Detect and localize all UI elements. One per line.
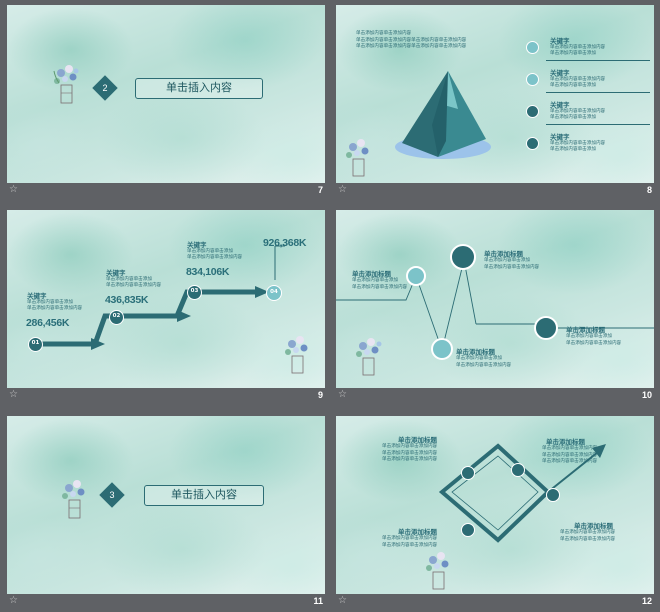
block-text: 单击添加标题 单击添加内容单击添加内容 单击添加内容单击添加内容 单击添加内容单… <box>382 436 438 462</box>
bar-chart-icon <box>546 488 560 502</box>
slide-canvas: 单击添加标题 单击添加内容单击添加 单击添加内容单击添加内容 单击添加标题 单击… <box>336 210 654 388</box>
divider <box>546 124 650 125</box>
chart-icon <box>526 41 539 54</box>
chapter-number: 3 <box>109 490 115 500</box>
list-item: 关键字 单击添加内容单击添加内容 单击添加内容单击添加 <box>516 35 654 65</box>
flower-vase-icon <box>426 552 449 590</box>
step-label: 04 <box>270 289 278 295</box>
item-keyword: 关键字 <box>550 101 570 109</box>
slide-thumbnail-11[interactable]: 3 单击插入内容 ☆ 11 <box>7 416 325 608</box>
building-icon <box>526 137 539 150</box>
slide-thumbnail-8[interactable]: 单击添加内容单击添加内容 单击添加内容单击添加内容单击添加内容单击添加内容 单击… <box>336 5 654 197</box>
step-keyword: 关键字 <box>27 292 47 300</box>
thumbnail-footer: ☆ 11 <box>7 594 325 608</box>
step-marker <box>109 310 124 325</box>
thumbnail-footer: ☆ 12 <box>336 594 654 608</box>
slide-number: 9 <box>317 390 323 400</box>
block-text: 单击添加标题 单击添加内容单击添加内容 单击添加内容单击添加内容 <box>382 528 438 548</box>
thumbnail-footer: ☆ 10 <box>336 388 654 402</box>
slide-canvas: 单击添加标题 单击添加内容单击添加内容 单击添加内容单击添加内容 单击添加内容单… <box>336 416 654 594</box>
node-text: 单击添加标题 单击添加内容单击添加 单击添加内容单击添加内容 <box>566 326 622 346</box>
building-icon <box>534 316 558 340</box>
slide-number: 8 <box>646 185 652 195</box>
slide-canvas: 单击添加内容单击添加内容 单击添加内容单击添加内容单击添加内容单击添加内容 单击… <box>336 5 654 183</box>
flower-vase-icon <box>62 480 85 519</box>
step-marker <box>266 285 282 301</box>
tree-icon <box>461 523 475 537</box>
node-text: 单击添加标题 单击添加内容单击添加 单击添加内容单击添加内容 <box>456 348 512 368</box>
flower-vase-icon <box>53 65 79 104</box>
flower-vase-icon <box>346 139 369 177</box>
image-icon <box>431 338 453 360</box>
list-item: 关键字 单击添加内容单击添加内容 单击添加内容单击添加 <box>516 99 654 129</box>
thumbnail-footer: ☆ 7 <box>7 183 325 197</box>
step-label: 01 <box>31 340 40 346</box>
star-icon[interactable]: ☆ <box>9 595 18 606</box>
step-label: 02 <box>112 313 121 319</box>
star-icon[interactable]: ☆ <box>9 389 18 400</box>
step-value: 286,456K <box>26 317 70 329</box>
step-keyword: 关键字 <box>106 269 126 277</box>
star-icon[interactable]: ☆ <box>338 595 347 606</box>
flower-vase-icon <box>356 338 382 376</box>
step-value: 926,368K <box>263 237 307 249</box>
section-title[interactable]: 单击插入内容 <box>144 485 264 506</box>
settings-icon <box>526 105 539 118</box>
chapter-number: 2 <box>102 83 108 93</box>
slide-canvas: 01 关键字 单击添加内容单击添加 单击添加内容单击添加内容 286,456K … <box>7 210 325 388</box>
thumbnail-footer: ☆ 8 <box>336 183 654 197</box>
slide-thumbnail-12[interactable]: 单击添加标题 单击添加内容单击添加内容 单击添加内容单击添加内容 单击添加内容单… <box>336 416 654 608</box>
slide-number: 11 <box>313 596 323 606</box>
settings-icon <box>406 266 426 286</box>
flower-vase-icon <box>285 336 308 374</box>
slide-thumbnail-7[interactable]: 2 单击插入内容 ☆ 7 <box>7 5 325 197</box>
item-keyword: 关键字 <box>550 37 570 45</box>
slide-thumbnail-10[interactable]: 单击添加标题 单击添加内容单击添加 单击添加内容单击添加内容 单击添加标题 单击… <box>336 210 654 402</box>
thumbnail-footer: ☆ 9 <box>7 388 325 402</box>
diamond-diagram <box>438 443 606 543</box>
item-keyword: 关键字 <box>550 133 570 141</box>
bar-chart-icon <box>450 244 476 270</box>
star-icon[interactable]: ☆ <box>338 184 347 195</box>
node-text: 单击添加标题 单击添加内容单击添加 单击添加内容单击添加内容 <box>352 270 408 290</box>
star-icon[interactable]: ☆ <box>338 389 347 400</box>
divider <box>546 60 650 61</box>
slide-number: 7 <box>317 185 323 195</box>
item-keyword: 关键字 <box>550 69 570 77</box>
step-marker <box>187 285 202 300</box>
block-text: 单击添加标题 单击添加内容单击添加内容 单击添加内容单击添加内容 <box>560 522 616 542</box>
image-icon <box>511 463 525 477</box>
step-keyword: 关键字 <box>187 241 207 249</box>
block-text: 单击添加标题 单击添加内容单击添加内容 单击添加内容单击添加内容 单击添加内容单… <box>542 438 598 464</box>
step-value: 436,835K <box>105 294 149 306</box>
slide-thumbnail-9[interactable]: 01 关键字 单击添加内容单击添加 单击添加内容单击添加内容 286,456K … <box>7 210 325 402</box>
slide-canvas: 2 单击插入内容 <box>7 5 325 183</box>
section-title[interactable]: 单击插入内容 <box>135 78 263 99</box>
step-label: 03 <box>190 288 199 294</box>
slide-number: 10 <box>641 390 652 400</box>
intro-text: 单击添加内容单击添加内容 单击添加内容单击添加内容单击添加内容单击添加内容 单击… <box>356 31 467 49</box>
monitor-icon <box>526 73 539 86</box>
settings-icon <box>461 466 475 480</box>
slide-canvas: 3 单击插入内容 <box>7 416 325 594</box>
slide-number: 12 <box>641 596 652 606</box>
list-item: 关键字 单击添加内容单击添加内容 单击添加内容单击添加 <box>516 131 654 161</box>
list-item: 关键字 单击添加内容单击添加内容 单击添加内容单击添加 <box>516 67 654 97</box>
pyramid-icon <box>395 71 491 159</box>
star-icon[interactable]: ☆ <box>9 184 18 195</box>
node-text: 单击添加标题 单击添加内容单击添加 单击添加内容单击添加内容 <box>484 250 540 270</box>
step-marker <box>28 337 43 352</box>
step-value: 834,106K <box>186 266 230 278</box>
divider <box>546 92 650 93</box>
